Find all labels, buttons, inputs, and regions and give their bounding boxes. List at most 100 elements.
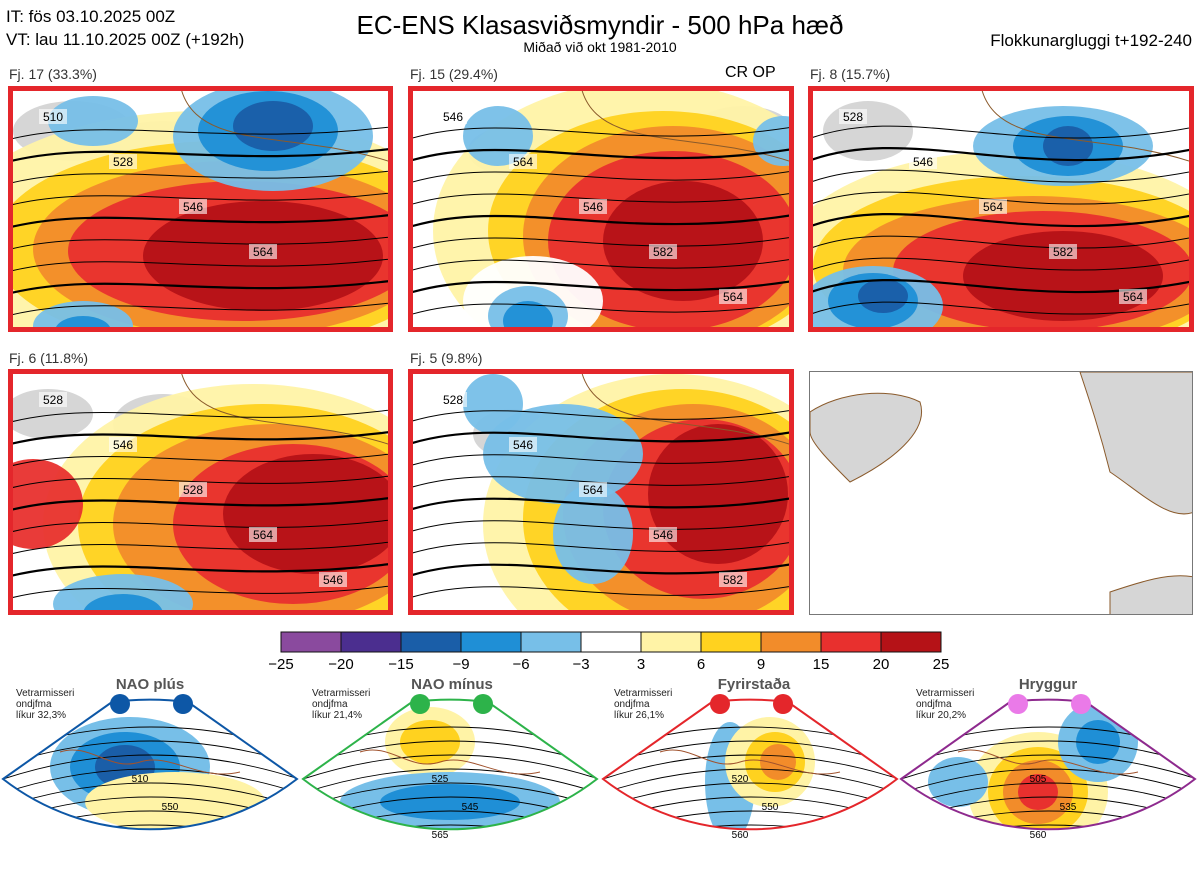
cluster-map-15: 546 564 546 582 564 xyxy=(408,86,794,332)
anomaly-area xyxy=(483,404,643,504)
colorbar-swatch xyxy=(520,631,582,653)
panel-label: Fj. 8 (15.7%) xyxy=(810,66,891,82)
contour-label: 560 xyxy=(1030,830,1047,841)
coastline xyxy=(359,749,541,775)
height-contour xyxy=(413,497,789,511)
contour-label: 564 xyxy=(253,528,273,542)
height-contour xyxy=(13,519,388,533)
height-contour xyxy=(0,839,302,864)
colorbar-tick: −15 xyxy=(388,656,413,673)
anomaly-area xyxy=(928,757,988,807)
page-subtitle: Miðað við okt 1981-2010 xyxy=(523,39,677,55)
contour-label: 564 xyxy=(253,245,273,259)
height-contour xyxy=(413,280,789,294)
height-contour xyxy=(901,824,1195,830)
regime-marker xyxy=(1008,694,1028,714)
europe-edge xyxy=(1109,575,1192,614)
classification-window: Flokkunargluggi t+192-240 xyxy=(990,31,1192,50)
height-contour xyxy=(13,258,388,272)
anomaly-area xyxy=(233,101,313,151)
contour-label: 546 xyxy=(513,438,533,452)
regime-marker xyxy=(110,694,130,714)
height-contour xyxy=(413,192,789,205)
height-contour xyxy=(813,125,1189,139)
operational-run-label: CR OP xyxy=(725,64,776,81)
init-time: IT: fös 03.10.2025 00Z xyxy=(6,7,176,26)
height-contour xyxy=(3,754,297,781)
height-contour xyxy=(303,824,597,830)
height-contour xyxy=(13,541,388,555)
cluster-map-17: 510 528 546 564 xyxy=(8,86,393,332)
height-contour xyxy=(413,520,789,532)
height-contour xyxy=(603,754,897,781)
colorbar-swatch xyxy=(580,631,642,653)
valid-time: VT: lau 11.10.2025 00Z (+192h) xyxy=(6,30,245,49)
contour-label: 564 xyxy=(583,483,603,497)
regime-probability: Vetrarmisseri ondjfma líkur 26,1% xyxy=(614,688,673,721)
height-contour xyxy=(413,454,789,466)
regime-marker xyxy=(410,694,430,714)
colorbar-swatch xyxy=(640,631,702,653)
height-contour xyxy=(13,453,388,467)
coastline xyxy=(957,749,1139,775)
contour-label: 582 xyxy=(723,573,743,587)
coastline xyxy=(581,91,789,162)
land-shade xyxy=(13,389,93,439)
colorbar-tick: −6 xyxy=(512,656,529,673)
height-contour xyxy=(813,235,1189,249)
contour-label: 528 xyxy=(113,155,133,169)
height-contour xyxy=(13,585,388,599)
anomaly-area xyxy=(83,594,163,610)
regime-ridge: 505 535 560 xyxy=(899,694,1197,841)
colorbar-tick: −3 xyxy=(572,656,589,673)
regime-frame xyxy=(1,698,299,831)
anomaly-area xyxy=(963,231,1163,321)
contour-label: 565 xyxy=(432,830,449,841)
contour-label: 528 xyxy=(443,393,463,407)
cluster-map-8: 528 546 564 582 564 xyxy=(808,86,1194,332)
regime-marker xyxy=(473,694,493,714)
colorbar-tick: 3 xyxy=(637,656,645,673)
regime-title: NAO plús xyxy=(115,676,185,693)
anomaly-area xyxy=(85,772,265,830)
cluster-map-5: 528 546 564 546 582 xyxy=(408,369,794,615)
contour-label: 546 xyxy=(183,200,203,214)
contour-label: 564 xyxy=(1123,290,1143,304)
height-contour xyxy=(300,839,602,864)
colorbar-tick: −20 xyxy=(328,656,353,673)
height-contour xyxy=(413,586,789,598)
contour-label: 528 xyxy=(843,110,863,124)
height-contour xyxy=(413,410,789,422)
anomaly-area xyxy=(648,424,788,564)
regime-marker xyxy=(773,694,793,714)
colorbar-tick: 25 xyxy=(933,656,950,673)
height-contour xyxy=(813,213,1189,228)
height-contour xyxy=(413,126,789,139)
height-contour xyxy=(13,431,388,445)
regime-marker xyxy=(173,694,193,714)
contour-label: 582 xyxy=(653,245,673,259)
colorbar-tick: 6 xyxy=(697,656,705,673)
coastline xyxy=(59,749,241,775)
regime-frame xyxy=(899,698,1197,831)
coastline xyxy=(659,749,841,775)
height-contour xyxy=(13,236,388,250)
height-contour xyxy=(13,214,388,228)
panel-label: Fj. 15 (29.4%) xyxy=(410,66,498,82)
height-contour xyxy=(13,280,388,294)
height-contour xyxy=(3,782,297,809)
contour-label: 564 xyxy=(513,155,533,169)
contour-label: 525 xyxy=(432,774,449,785)
height-contour xyxy=(600,839,902,864)
regime-title: Hryggur xyxy=(1018,676,1078,693)
anomaly-area xyxy=(1043,126,1093,166)
canada xyxy=(810,392,922,483)
colorbar-tick: 15 xyxy=(813,656,830,673)
cluster-map-6: 528 546 528 564 546 xyxy=(8,369,393,615)
contour-label: 510 xyxy=(132,774,149,785)
height-contour xyxy=(303,782,597,809)
contour-label: 546 xyxy=(583,200,603,214)
colorbar-swatch xyxy=(280,631,342,653)
anomaly-area xyxy=(553,484,633,584)
colorbar-swatch xyxy=(340,631,402,653)
